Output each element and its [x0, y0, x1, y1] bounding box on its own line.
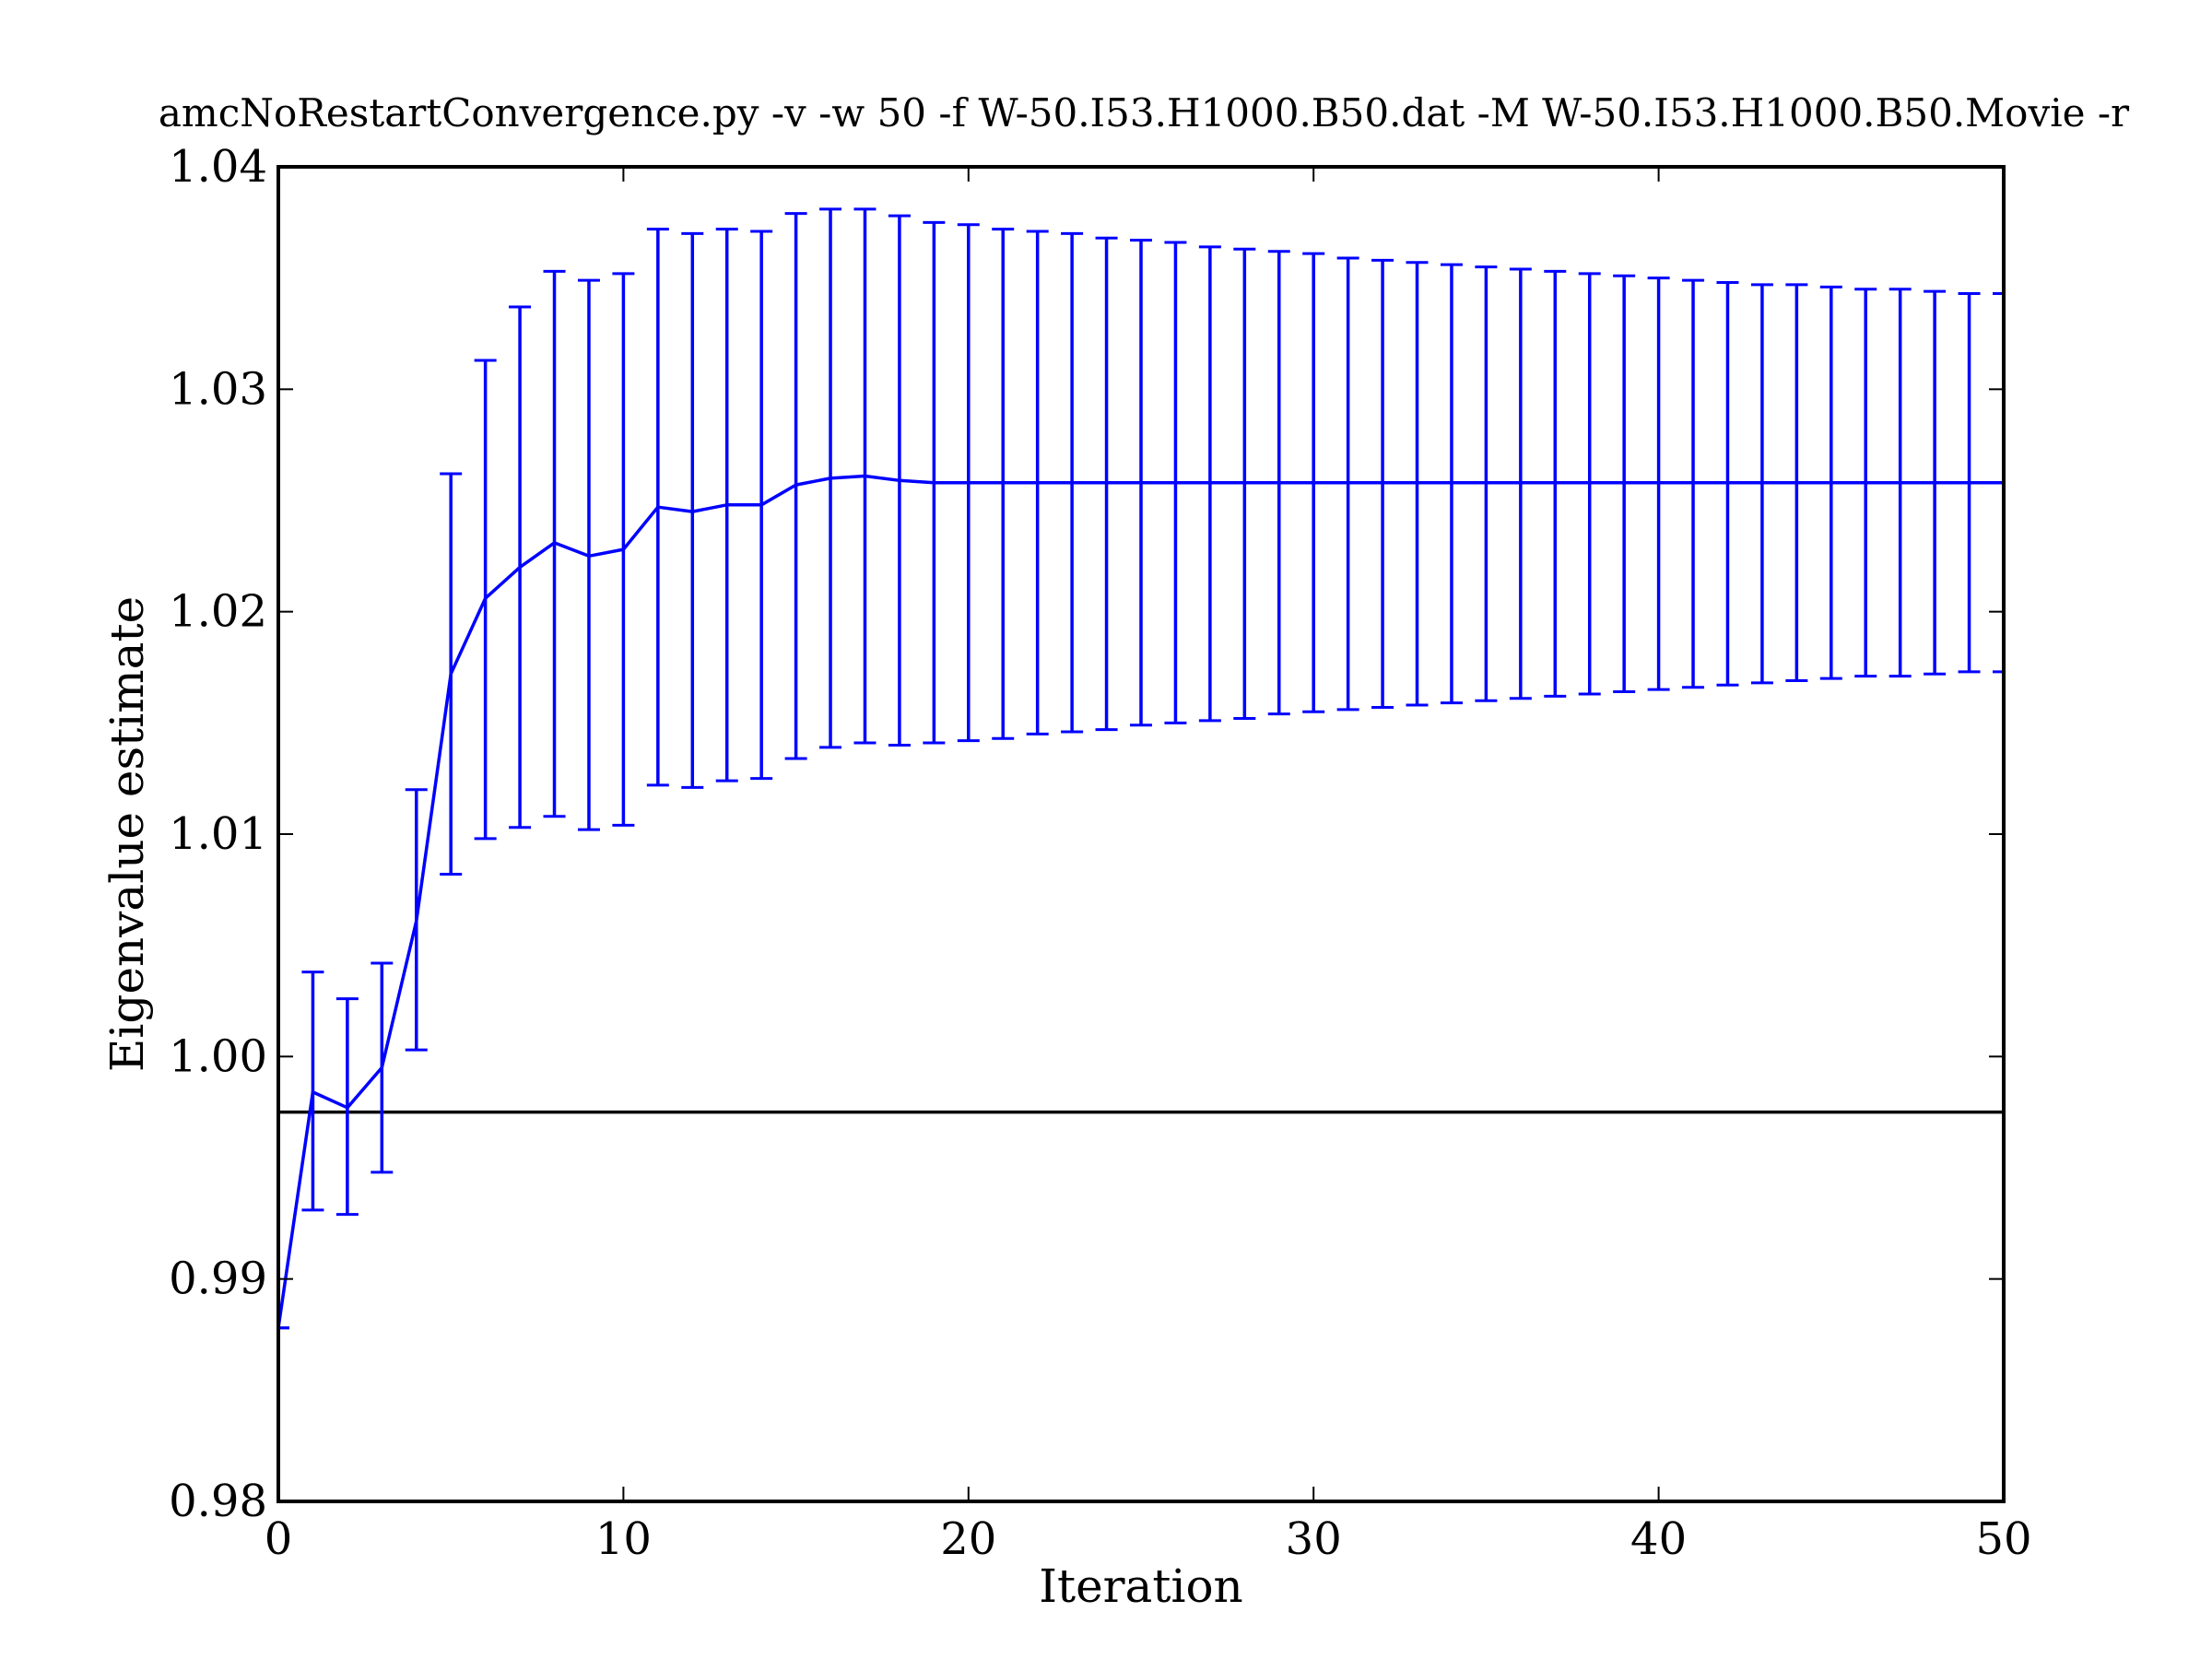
y-tick-label: 1.01	[169, 808, 267, 860]
y-tick-label: 0.99	[169, 1253, 267, 1305]
x-axis-label: Iteration	[1039, 1559, 1243, 1613]
y-tick-label: 1.02	[169, 586, 267, 638]
y-tick-label: 1.04	[169, 141, 267, 193]
tick-marks	[277, 166, 2005, 1502]
x-tick-label: 0	[265, 1513, 293, 1565]
x-tick-label: 10	[595, 1513, 652, 1565]
chart-title: amcNoRestartConvergence.py -v -w 50 -f W…	[159, 90, 2130, 135]
y-tick-label: 0.98	[169, 1476, 267, 1527]
plot-clipped-group	[278, 207, 2004, 1330]
y-tick-label: 1.03	[169, 363, 267, 415]
x-tick-label: 30	[1286, 1513, 1342, 1565]
series-line	[278, 474, 2004, 1329]
y-axis-label: Eigenvalue estimate	[100, 596, 154, 1072]
x-tick-label: 50	[1975, 1513, 2031, 1565]
x-tick-label: 20	[940, 1513, 996, 1565]
plot-area	[278, 207, 2004, 1330]
y-tick-label: 1.00	[169, 1030, 267, 1082]
tick-labels: 0 10 20 30 40 50 0.98 0.99 1.00 1.01 1.02 1.03 1.04	[169, 141, 2031, 1565]
x-tick-label: 40	[1630, 1513, 1687, 1565]
